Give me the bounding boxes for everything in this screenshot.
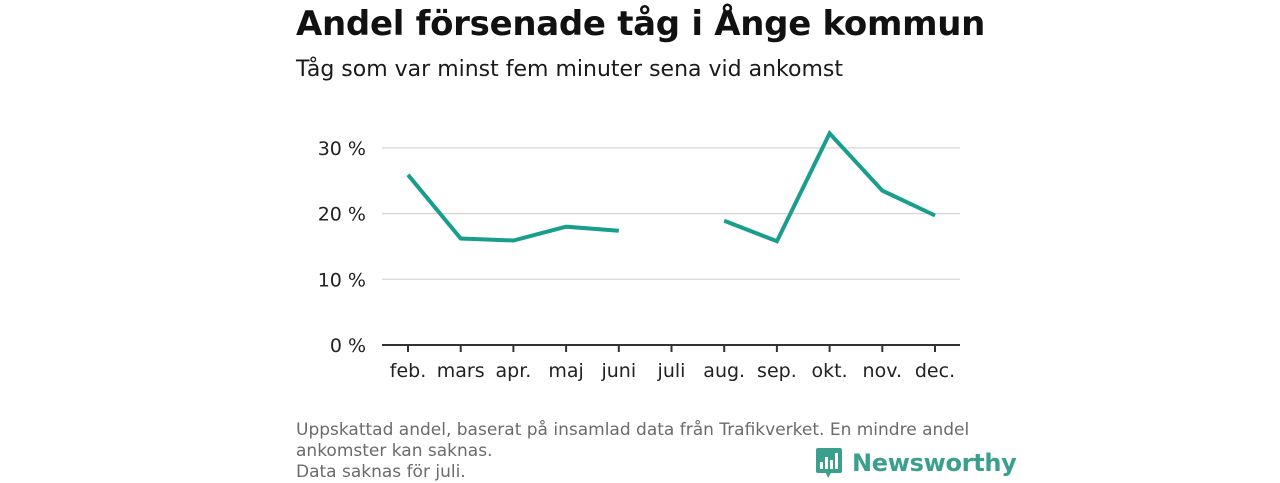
- brand-name: Newsworthy: [852, 449, 1017, 477]
- x-tick-label: juli: [657, 360, 686, 382]
- x-tick-label: aug.: [703, 360, 745, 382]
- x-tick-label: juni: [600, 360, 636, 382]
- footnote-line: Uppskattad andel, baserat på insamlad da…: [296, 420, 970, 440]
- x-axis-ticks: feb. mars apr. maj juni juli aug. sep. okt. nov. d…: [390, 345, 955, 382]
- chart-title: Andel försenade tåg i Ånge kommun: [296, 4, 986, 44]
- newsworthy-logo[interactable]: Newsworthy: [815, 446, 1017, 480]
- x-tick-label: nov.: [863, 360, 902, 382]
- footnote-line: Data saknas för juli.: [296, 462, 466, 482]
- x-tick-label: maj: [548, 360, 583, 382]
- y-tick-label: 30 %: [318, 138, 366, 160]
- series-line: [406, 173, 619, 243]
- x-tick-label: feb.: [390, 360, 426, 382]
- y-axis-ticks: 0 % 10 % 20 % 30 %: [318, 138, 366, 357]
- chart-subtitle: Tåg som var minst fem minuter sena vid a…: [296, 57, 843, 82]
- x-tick-label: apr.: [495, 360, 531, 382]
- series-lines: [406, 129, 936, 244]
- footnote-line: ankomster kan saknas.: [296, 441, 493, 461]
- y-tick-label: 20 %: [318, 204, 366, 226]
- series-line: [723, 129, 936, 244]
- y-tick-label: 10 %: [318, 269, 366, 291]
- x-tick-label: dec.: [915, 360, 955, 382]
- footnote: Uppskattad andel, baserat på insamlad da…: [296, 420, 986, 483]
- x-tick-label: mars: [437, 360, 485, 382]
- y-tick-label: 0 %: [330, 335, 366, 357]
- x-tick-label: sep.: [757, 360, 797, 382]
- gridlines: [382, 147, 960, 280]
- bar-chart-bubble-icon: [816, 448, 842, 478]
- x-tick-label: okt.: [812, 360, 848, 382]
